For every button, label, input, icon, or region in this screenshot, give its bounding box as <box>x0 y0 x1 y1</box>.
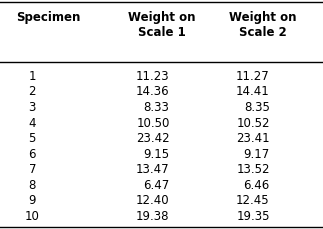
Text: 6: 6 <box>28 148 36 161</box>
Text: 3: 3 <box>29 101 36 114</box>
Text: 11.27: 11.27 <box>236 70 270 83</box>
Text: 9.15: 9.15 <box>143 148 170 161</box>
Text: Weight on
Scale 1: Weight on Scale 1 <box>128 11 195 39</box>
Text: 9: 9 <box>28 194 36 207</box>
Text: Specimen: Specimen <box>16 11 80 25</box>
Text: Weight on
Scale 2: Weight on Scale 2 <box>230 11 297 39</box>
Text: 1: 1 <box>28 70 36 83</box>
Text: 10.52: 10.52 <box>236 117 270 130</box>
Text: 6.46: 6.46 <box>244 179 270 192</box>
Text: 8: 8 <box>29 179 36 192</box>
Text: 8.35: 8.35 <box>244 101 270 114</box>
Text: 7: 7 <box>28 163 36 176</box>
Text: 9.17: 9.17 <box>244 148 270 161</box>
Text: 13.47: 13.47 <box>136 163 170 176</box>
Text: 19.38: 19.38 <box>136 210 170 223</box>
Text: 6.47: 6.47 <box>143 179 170 192</box>
Text: 12.40: 12.40 <box>136 194 170 207</box>
Text: 23.42: 23.42 <box>136 132 170 145</box>
Text: 23.41: 23.41 <box>236 132 270 145</box>
Text: 11.23: 11.23 <box>136 70 170 83</box>
Text: 10: 10 <box>25 210 40 223</box>
Text: 10.50: 10.50 <box>136 117 170 130</box>
Text: 13.52: 13.52 <box>236 163 270 176</box>
Text: 12.45: 12.45 <box>236 194 270 207</box>
Text: 19.35: 19.35 <box>236 210 270 223</box>
Text: 8.33: 8.33 <box>144 101 170 114</box>
Text: 2: 2 <box>28 85 36 98</box>
Text: 14.36: 14.36 <box>136 85 170 98</box>
Text: 14.41: 14.41 <box>236 85 270 98</box>
Text: 5: 5 <box>29 132 36 145</box>
Text: 4: 4 <box>28 117 36 130</box>
